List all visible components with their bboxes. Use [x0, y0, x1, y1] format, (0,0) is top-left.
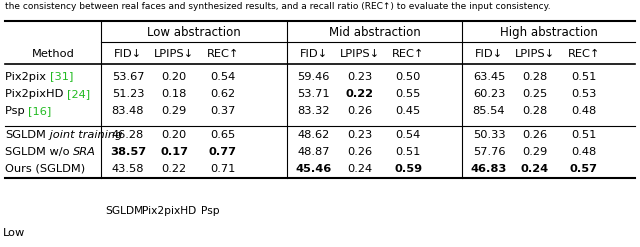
- Text: 0.54: 0.54: [396, 130, 421, 140]
- Text: 60.23: 60.23: [473, 89, 505, 99]
- Text: 0.57: 0.57: [570, 164, 598, 174]
- Text: Ours (SGLDM): Ours (SGLDM): [5, 164, 85, 174]
- Text: 0.28: 0.28: [522, 106, 548, 116]
- Text: FID↓: FID↓: [475, 49, 503, 59]
- Text: 0.51: 0.51: [396, 147, 421, 157]
- Text: 0.29: 0.29: [522, 147, 548, 157]
- Text: 57.76: 57.76: [473, 147, 505, 157]
- Text: 0.26: 0.26: [522, 130, 548, 140]
- Text: 0.65: 0.65: [210, 130, 236, 140]
- Text: Psp: Psp: [5, 106, 29, 116]
- Text: LPIPS↓: LPIPS↓: [340, 49, 380, 59]
- Text: 0.51: 0.51: [571, 130, 596, 140]
- Text: Low abstraction: Low abstraction: [147, 26, 241, 39]
- Text: 0.59: 0.59: [394, 164, 422, 174]
- Text: 0.77: 0.77: [209, 147, 237, 157]
- Text: [31]: [31]: [50, 72, 73, 82]
- Text: 0.53: 0.53: [571, 89, 596, 99]
- Text: 85.54: 85.54: [473, 106, 505, 116]
- Text: FID↓: FID↓: [114, 49, 142, 59]
- Text: 0.45: 0.45: [396, 106, 421, 116]
- Text: 59.46: 59.46: [298, 72, 330, 82]
- Text: 38.57: 38.57: [110, 147, 146, 157]
- Text: 0.23: 0.23: [347, 130, 372, 140]
- Text: Mid abstraction: Mid abstraction: [328, 26, 420, 39]
- Text: SGLDM: SGLDM: [106, 206, 144, 216]
- Text: 50.33: 50.33: [473, 130, 505, 140]
- Text: 0.20: 0.20: [161, 72, 187, 82]
- Text: [16]: [16]: [29, 106, 52, 116]
- Text: 63.45: 63.45: [473, 72, 505, 82]
- Text: 53.67: 53.67: [112, 72, 144, 82]
- Text: 0.20: 0.20: [161, 130, 187, 140]
- Text: 45.46: 45.46: [296, 164, 332, 174]
- Text: 83.32: 83.32: [298, 106, 330, 116]
- Text: Psp: Psp: [200, 206, 220, 216]
- Text: FID↓: FID↓: [300, 49, 328, 59]
- Text: 51.23: 51.23: [112, 89, 144, 99]
- Text: REC↑: REC↑: [207, 49, 239, 59]
- Text: SGLDM: SGLDM: [5, 130, 46, 140]
- Text: Low: Low: [3, 228, 26, 238]
- Text: Method: Method: [32, 49, 75, 59]
- Text: REC↑: REC↑: [392, 49, 424, 59]
- Text: 0.24: 0.24: [521, 164, 549, 174]
- Text: 0.22: 0.22: [161, 164, 187, 174]
- Text: High abstraction: High abstraction: [500, 26, 597, 39]
- Text: 0.24: 0.24: [347, 164, 372, 174]
- Text: 46.83: 46.83: [471, 164, 507, 174]
- Text: Pix2pix: Pix2pix: [5, 72, 50, 82]
- Text: 0.51: 0.51: [571, 72, 596, 82]
- Text: 46.28: 46.28: [112, 130, 144, 140]
- Text: [24]: [24]: [67, 89, 90, 99]
- Text: 0.26: 0.26: [347, 147, 372, 157]
- Text: 0.28: 0.28: [522, 72, 548, 82]
- Text: 83.48: 83.48: [112, 106, 144, 116]
- Text: 0.23: 0.23: [347, 72, 372, 82]
- Text: LPIPS↓: LPIPS↓: [515, 49, 555, 59]
- Text: SGLDM w/o: SGLDM w/o: [5, 147, 74, 157]
- Text: 48.62: 48.62: [298, 130, 330, 140]
- Text: 0.50: 0.50: [396, 72, 421, 82]
- Text: 53.71: 53.71: [298, 89, 330, 99]
- Text: 0.17: 0.17: [160, 147, 188, 157]
- Text: 0.18: 0.18: [161, 89, 187, 99]
- Text: Pix2pixHD: Pix2pixHD: [5, 89, 67, 99]
- Text: 0.29: 0.29: [161, 106, 187, 116]
- Text: Pix2pixHD: Pix2pixHD: [143, 206, 196, 216]
- Text: 0.48: 0.48: [571, 106, 596, 116]
- Text: 0.54: 0.54: [210, 72, 236, 82]
- Text: 0.62: 0.62: [210, 89, 236, 99]
- Text: joint training: joint training: [46, 130, 122, 140]
- Text: 0.22: 0.22: [346, 89, 374, 99]
- Text: 0.26: 0.26: [347, 106, 372, 116]
- Text: 0.55: 0.55: [396, 89, 421, 99]
- Text: 48.87: 48.87: [298, 147, 330, 157]
- Text: 0.25: 0.25: [522, 89, 548, 99]
- Text: the consistency between real faces and synthesized results, and a recall ratio (: the consistency between real faces and s…: [5, 2, 551, 11]
- Text: 43.58: 43.58: [112, 164, 144, 174]
- Text: 0.71: 0.71: [210, 164, 236, 174]
- Text: LPIPS↓: LPIPS↓: [154, 49, 194, 59]
- Text: 0.37: 0.37: [210, 106, 236, 116]
- Text: 0.48: 0.48: [571, 147, 596, 157]
- Text: REC↑: REC↑: [568, 49, 600, 59]
- Text: SRA: SRA: [74, 147, 96, 157]
